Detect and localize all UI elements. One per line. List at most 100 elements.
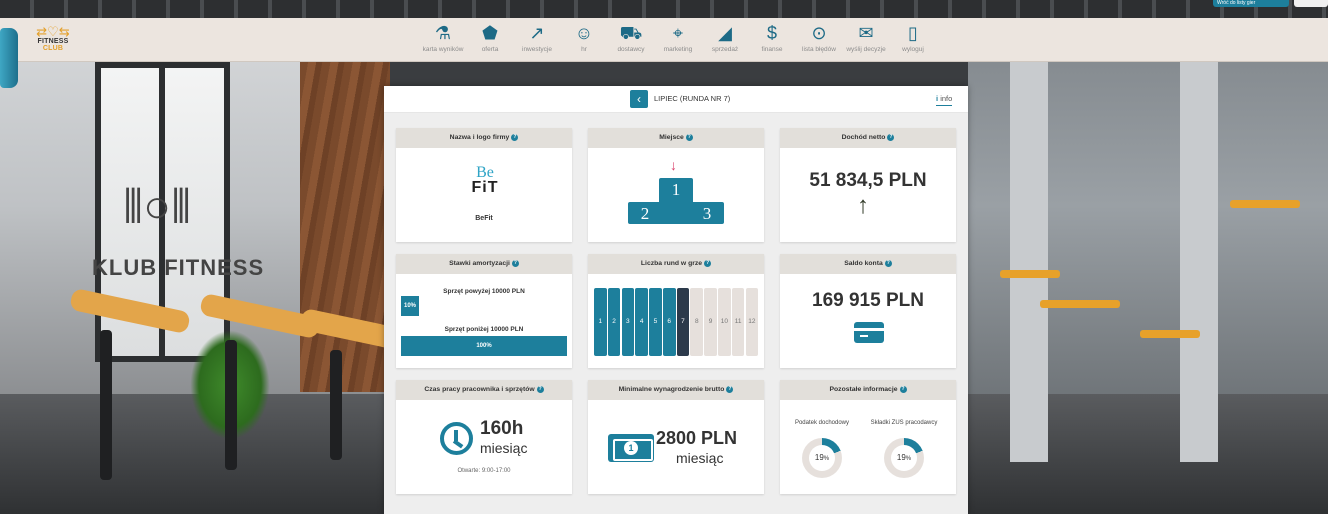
nav-sales[interactable]: ◢ sprzedaż	[702, 22, 748, 53]
card-title: Saldo konta?	[780, 254, 956, 274]
bg-treadmill-post	[100, 330, 112, 480]
income-tax-label: Podatek dochodowy	[794, 420, 850, 426]
bg-wall-text: KLUB FITNESS	[92, 255, 265, 280]
nav-hr[interactable]: ☺ hr	[561, 22, 607, 53]
help-icon[interactable]: ?	[887, 133, 895, 141]
back-button[interactable]: ‹	[630, 90, 648, 108]
help-icon[interactable]: ?	[511, 259, 519, 267]
nav-finance[interactable]: $ finanse	[749, 22, 795, 53]
hours-value: 160h	[480, 418, 524, 439]
app-logo[interactable]: ⇄♡⇆ FITNESS CLUB	[28, 25, 78, 52]
round-cell: 9	[704, 288, 717, 356]
card-title: Nazwa i logo firmy?	[396, 128, 572, 148]
top-navigation-bar: ⇄♡⇆ FITNESS CLUB ⚗ karta wyników ⬟ oferta …	[0, 18, 1328, 88]
nav-bug-list[interactable]: ⊙ lista błędów	[796, 22, 842, 53]
bg-machine	[1140, 330, 1200, 338]
help-icon[interactable]: ?	[536, 385, 544, 393]
min-wage-unit: miesiąc	[676, 450, 724, 466]
round-summary-panel: ‹ LIPIEC (RUNDA NR 7) i info Nazwa i log…	[384, 86, 968, 514]
bg-machine	[1230, 200, 1300, 208]
bg-pillar	[1180, 62, 1218, 462]
card-title: Czas pracy pracownika i sprzętów?	[396, 380, 572, 400]
round-cell: 10	[718, 288, 731, 356]
nav-send-decisions[interactable]: ✉ wyślij decyzje	[843, 22, 889, 53]
bg-machine	[1040, 300, 1120, 308]
bug-icon: ⊙	[811, 23, 827, 43]
credit-card-icon	[854, 322, 884, 343]
round-cell: 12	[745, 288, 759, 356]
flask-icon: ⚗	[434, 23, 452, 43]
hours-unit: miesiąc	[480, 440, 528, 456]
card-title: Stawki amortyzacji?	[396, 254, 572, 274]
below-threshold-bar: 100%	[401, 336, 567, 356]
card-title: Minimalne wynagrodzenie brutto?	[588, 380, 764, 400]
round-cell: 6	[662, 288, 676, 356]
nav-offer[interactable]: ⬟ oferta	[467, 22, 513, 53]
below-threshold-fill: 100%	[401, 336, 567, 356]
balance-value: 169 915 PLN	[812, 290, 924, 311]
help-icon[interactable]: ?	[884, 259, 892, 267]
round-cell: 11	[731, 288, 745, 356]
chart-bar-icon: ◢	[718, 23, 732, 43]
info-tab[interactable]: i info	[936, 94, 953, 106]
dollar-icon: $	[766, 23, 777, 43]
below-threshold-label: Sprzęt poniżej 10000 PLN	[444, 326, 524, 333]
net-income-card: Dochód netto? 51 834,5 PLN ↑	[780, 128, 956, 242]
target-icon: ⌖	[672, 23, 684, 43]
arrow-up-icon: ↑	[857, 192, 869, 219]
place-card: Miejsce? ↓ 2 3 1	[588, 128, 764, 242]
main-nav: ⚗ karta wyników ⬟ oferta ↗ inwestycje ☺ hr ⛟…	[420, 22, 937, 53]
work-time-card: Czas pracy pracownika i sprzętów? 160h m…	[396, 380, 572, 494]
opening-hours: Otwarte: 9:00-17:00	[457, 468, 511, 474]
rounds-card: Liczba rund w grze? 1 2 3 4 5 6 7 8 9 10 11 12	[588, 254, 764, 368]
balance-card: Saldo konta? 169 915 PLN	[780, 254, 956, 368]
logo-text: FITNESS CLUB	[37, 38, 69, 52]
income-tax-donut: 19%	[802, 438, 842, 478]
nav-investments[interactable]: ↗ inwestycje	[514, 22, 560, 53]
help-icon[interactable]: ?	[704, 259, 712, 267]
info-icon: i	[936, 94, 939, 103]
panel-header: ‹ LIPIEC (RUNDA NR 7) i info	[384, 86, 968, 113]
round-cell: 7	[676, 288, 690, 356]
zus-value: 19%	[896, 453, 912, 462]
round-title: LIPIEC (RUNDA NR 7)	[654, 94, 731, 103]
round-list: 1 2 3 4 5 6 7 8 9 10 11 12	[594, 288, 759, 356]
help-icon[interactable]: ?	[685, 133, 693, 141]
podium-third: 3	[690, 202, 724, 224]
help-icon[interactable]: ?	[511, 133, 519, 141]
chart-up-icon: ↗	[529, 23, 545, 43]
language-tab[interactable]	[1294, 0, 1328, 7]
help-icon[interactable]: ?	[726, 385, 734, 393]
above-threshold-label: Sprzęt powyżej 10000 PLN	[443, 288, 525, 295]
above-threshold-fill: 10%	[401, 296, 419, 316]
door-icon: ▯	[908, 23, 918, 43]
net-income-value: 51 834,5 PLN	[809, 170, 927, 191]
people-icon: ☺	[574, 23, 594, 43]
other-info-card: Pozostałe informacje? Podatek dochodowy …	[780, 380, 956, 494]
above-threshold-bar: 10%	[401, 296, 567, 316]
card-title: Pozostałe informacje?	[780, 380, 956, 400]
nav-suppliers[interactable]: ⛟ dostawcy	[608, 22, 654, 53]
round-cell: 2	[607, 288, 621, 356]
round-cell: 4	[635, 288, 648, 356]
arrow-down-icon: ↓	[670, 157, 677, 173]
round-cell: 8	[690, 288, 704, 356]
podium-second: 2	[628, 202, 662, 224]
podium-first: 1	[659, 178, 693, 224]
round-cell: 3	[621, 288, 635, 356]
bg-machine	[1000, 270, 1060, 278]
bg-treadmill-post	[225, 340, 237, 470]
income-tax-value: 19%	[814, 453, 830, 462]
company-logo: Be FiT	[471, 164, 499, 196]
help-icon[interactable]: ?	[899, 385, 907, 393]
nav-marketing[interactable]: ⌖ marketing	[655, 22, 701, 53]
round-cell: 1	[594, 288, 607, 356]
nav-scorecard[interactable]: ⚗ karta wyników	[420, 22, 466, 53]
nav-logout[interactable]: ▯ wyloguj	[890, 22, 936, 53]
envelope-icon: ✉	[858, 23, 874, 43]
back-to-games-tab[interactable]: Wróć do listy gier	[1213, 0, 1289, 7]
bg-treadmill-post	[330, 350, 342, 460]
card-title: Miejsce?	[588, 128, 764, 148]
chevron-left-icon: ‹	[637, 92, 641, 106]
